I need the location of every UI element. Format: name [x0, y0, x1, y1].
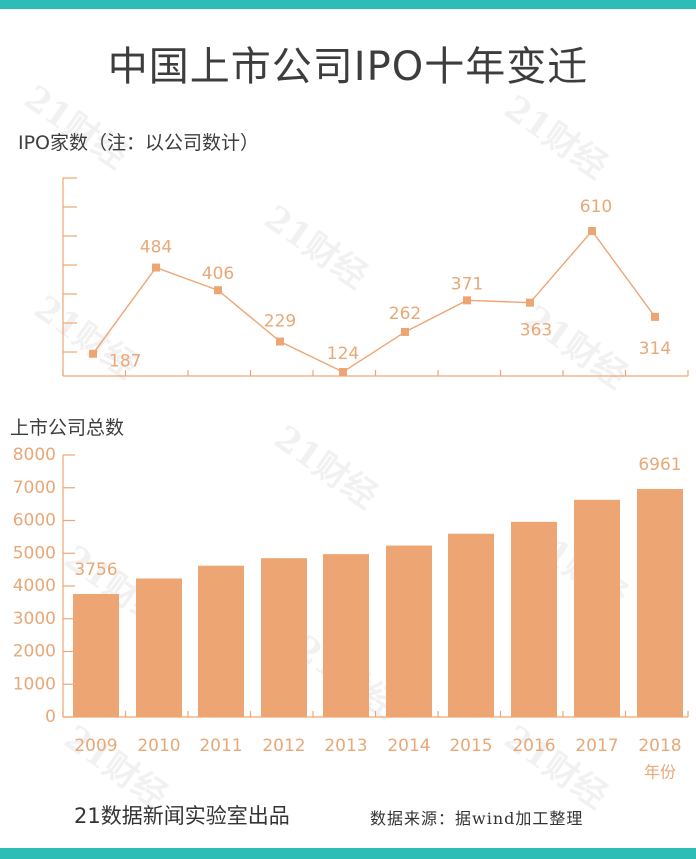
ipo-point: [214, 286, 222, 295]
company-total-bar: [386, 545, 432, 717]
line-chart-title: IPO家数（注：以公司数计）: [18, 132, 260, 154]
company-total-bar: [136, 578, 182, 717]
footer-source: 数据来源：据wind加工整理: [370, 809, 584, 828]
bar-chart-y-tick-label: 8000: [13, 445, 56, 465]
top-accent-bar: [0, 0, 696, 9]
ipo-data-label: 229: [264, 312, 296, 332]
bar-chart-x-tick-label: 2010: [137, 736, 180, 756]
company-total-bar: [574, 499, 620, 717]
company-total-bar: [637, 489, 683, 717]
bar-chart-y-tick-label: 6000: [13, 511, 56, 531]
ipo-data-label: 314: [639, 339, 671, 359]
ipo-point: [276, 337, 284, 346]
company-total-bar: [323, 554, 369, 717]
bar-chart-x-tick-label: 2018: [638, 736, 681, 756]
bar-chart-x-axis-unit: 年份: [644, 763, 676, 782]
bar-chart-x-tick-label: 2013: [324, 736, 367, 756]
ipo-data-label: 406: [202, 264, 234, 284]
ipo-data-label: 262: [389, 304, 421, 324]
ipo-point: [152, 263, 160, 272]
bar-chart-x-tick-label: 2016: [512, 736, 555, 756]
ipo-data-label: 371: [451, 274, 483, 294]
bar-chart-y-tick-label: 7000: [13, 478, 56, 498]
ipo-point: [463, 296, 471, 305]
bar-chart-x-tick-label: 2015: [449, 736, 492, 756]
bar-data-label: 3756: [74, 560, 117, 580]
bar-chart-y-tick-label: 4000: [13, 576, 56, 596]
footer-credit: 21数据新闻实验室出品: [74, 804, 290, 828]
bottom-accent-bar: [0, 848, 696, 859]
bar-chart-x-tick-label: 2012: [262, 736, 305, 756]
bar-chart-x-tick-label: 2011: [199, 736, 242, 756]
bar-chart-x-tick-label: 2017: [575, 736, 618, 756]
ipo-point: [526, 298, 534, 307]
bar-chart-x-tick-label: 2014: [387, 736, 430, 756]
company-total-bar: [261, 558, 307, 717]
ipo-point: [401, 327, 409, 336]
ipo-data-label: 124: [327, 344, 359, 364]
bar-chart-y-tick-label: 0: [45, 707, 56, 727]
ipo-point: [339, 368, 347, 376]
ipo-point: [89, 349, 97, 358]
ipo-data-label: 187: [109, 352, 141, 372]
company-total-bar: [448, 533, 494, 717]
bar-chart-y-tick-label: 2000: [13, 642, 56, 662]
bar-chart-y-tick-label: 5000: [13, 543, 56, 563]
page-title: 中国上市公司IPO十年变迁: [107, 44, 589, 90]
bar-chart-y-tick-label: 1000: [13, 674, 56, 694]
company-total-bar: [73, 593, 119, 717]
ipo-data-label: 363: [520, 321, 552, 341]
company-total-bar: [198, 565, 244, 717]
ipo-data-label: 610: [580, 197, 612, 217]
bar-chart-title: 上市公司总数: [10, 417, 125, 439]
bar-chart-y-tick-label: 3000: [13, 609, 56, 629]
bar-data-label: 6961: [638, 455, 681, 475]
ipo-series-line: [92, 229, 656, 373]
ipo-point: [651, 312, 659, 321]
ipo-data-label: 484: [140, 238, 172, 258]
company-total-bar: [511, 521, 557, 717]
ipo-point: [588, 227, 596, 235]
bar-chart-x-tick-label: 2009: [74, 736, 117, 756]
